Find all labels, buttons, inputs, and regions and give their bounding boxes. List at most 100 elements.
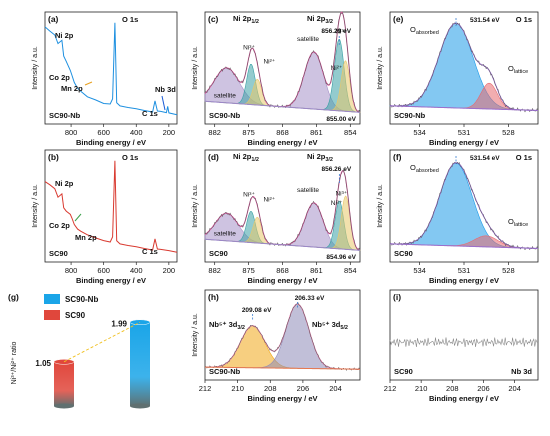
legend-swatch	[44, 310, 60, 320]
x-tick-label: 534	[413, 266, 426, 275]
y-axis-label: Ni³⁺/Ni²⁺ ratio	[11, 342, 18, 385]
peak-label: Mn 2p	[75, 233, 97, 242]
x-tick-label: 534	[413, 128, 426, 137]
fit-component	[390, 162, 538, 249]
component-label: satellite	[297, 36, 319, 43]
component-label: satellite	[214, 92, 236, 99]
y-axis-label: Intensity / a.u.	[192, 46, 199, 90]
component-label: satellite	[214, 230, 236, 237]
raw-spectrum	[204, 301, 361, 372]
fit-envelope	[389, 22, 538, 111]
x-tick-label: 882	[208, 266, 221, 275]
sample-label: SC90	[394, 249, 413, 258]
arrow-icon	[84, 81, 93, 86]
plot-frame	[204, 289, 361, 381]
component-label: satellite	[297, 187, 319, 194]
background-line	[390, 105, 538, 111]
x-tick-label: 208	[446, 384, 459, 393]
x-tick-label: 861	[310, 128, 323, 137]
x-tick-label: 868	[276, 266, 289, 275]
peak-label: Co 2p	[49, 73, 70, 82]
peak-label: O 1s	[122, 15, 138, 24]
peak-label: Mn 2p	[61, 84, 83, 93]
x-tick-label: 210	[415, 384, 428, 393]
peak-position-label: 531.54 eV	[470, 17, 500, 24]
sample-label: SC90	[394, 367, 413, 376]
x-axis-label: Binding energy / eV	[429, 276, 499, 285]
component-label: Ni³⁺	[243, 44, 255, 51]
sample-label: SC90-Nb	[49, 111, 81, 120]
sample-label: SC90-Nb	[209, 367, 241, 376]
sample-label: SC90-Nb	[209, 111, 241, 120]
x-tick-label: 400	[130, 266, 143, 275]
peak-position-label: 856.29 eV	[321, 28, 351, 35]
panel-label: (e)	[393, 14, 404, 24]
peak-position-label: 856.26 eV	[322, 166, 352, 173]
y-axis-label: Intensity / a.u.	[32, 184, 39, 228]
raw-spectrum	[389, 161, 539, 251]
legend-label: SC90-Nb	[65, 295, 98, 304]
y-axis-label: Intensity / a.u.	[192, 313, 199, 357]
component-label: Ni²⁺	[263, 59, 275, 66]
x-tick-label: 206	[477, 384, 490, 393]
legend-swatch	[44, 294, 60, 304]
x-tick-label: 204	[508, 384, 521, 393]
x-tick-label: 206	[297, 384, 310, 393]
component-label: Nb⁵⁺ 3d3/2	[209, 320, 245, 331]
panel-label: (d)	[208, 152, 219, 162]
raw-spectrum	[204, 12, 361, 113]
panel-label: (h)	[208, 292, 219, 302]
component-label: Oabsorbed	[410, 163, 439, 174]
bar-sc90-nb	[130, 322, 150, 406]
trend-line	[63, 321, 141, 363]
component-label: Oabsorbed	[410, 25, 439, 36]
peak-position-label: 209.08 eV	[242, 307, 272, 314]
x-axis-label: Binding energy / eV	[76, 276, 146, 285]
x-tick-label: 212	[384, 384, 397, 393]
x-tick-label: 400	[130, 128, 143, 137]
x-tick-label: 800	[65, 266, 78, 275]
x-tick-label: 531	[458, 266, 471, 275]
x-axis-label: Binding energy / eV	[429, 394, 499, 403]
component-label: Olattice	[508, 64, 528, 75]
background-line	[205, 366, 360, 370]
component-label: Ni³⁺	[335, 190, 347, 197]
arrow-icon	[161, 95, 166, 111]
panel-label: (f)	[393, 152, 402, 162]
survey-line	[44, 22, 178, 116]
background-line	[205, 100, 360, 113]
background-line	[205, 238, 360, 251]
x-tick-label: 212	[199, 384, 212, 393]
peak-label: Ni 2p	[55, 179, 74, 188]
legend-label: SC90	[65, 311, 86, 320]
bar-value-label: 1.05	[35, 359, 51, 368]
peak-label: Ni 2p3/2	[307, 152, 333, 163]
fit-envelope	[390, 162, 539, 249]
peak-label: Ni 2p1/2	[233, 152, 259, 163]
raw-spectrum	[389, 337, 539, 348]
peak-position-label: 206.33 eV	[295, 295, 325, 302]
x-tick-label: 528	[502, 128, 515, 137]
peak-label: O 1s	[516, 153, 532, 162]
y-axis-label: Intensity / a.u.	[377, 46, 384, 90]
component-label: Ni³⁺	[335, 29, 347, 36]
sample-label: SC90-Nb	[394, 111, 426, 120]
peak-label: O 1s	[122, 153, 138, 162]
peak-label: Nb 3d	[511, 367, 532, 376]
component-label: Ni³⁺	[243, 192, 255, 199]
x-tick-label: 600	[97, 128, 110, 137]
x-tick-label: 210	[231, 384, 244, 393]
x-tick-label: 528	[502, 266, 515, 275]
peak-label: Co 2p	[49, 221, 70, 230]
fit-component	[205, 303, 360, 370]
x-tick-label: 208	[264, 384, 277, 393]
x-tick-label: 854	[344, 128, 357, 137]
x-tick-label: 854	[344, 266, 357, 275]
x-tick-label: 531	[458, 128, 471, 137]
arrow-icon	[74, 213, 82, 222]
component-label: Ni²⁺	[331, 65, 343, 72]
plot-frame	[389, 289, 539, 381]
y-axis-label: Intensity / a.u.	[377, 184, 384, 228]
background-line	[390, 243, 538, 249]
